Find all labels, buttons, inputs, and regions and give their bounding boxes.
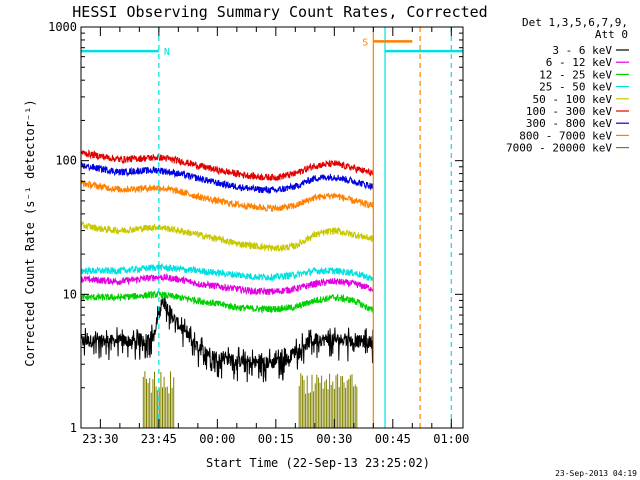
flag-label-S: S	[362, 37, 368, 48]
x-tick-label-0015: 00:15	[258, 432, 294, 446]
x-tick-label-0100: 01:00	[433, 432, 469, 446]
y-axis-label: Corrected Count Rate (s⁻¹ detector⁻¹)	[23, 99, 37, 366]
y-tick-label-10: 10	[63, 287, 77, 301]
legend-label-6: 300 - 800 keV	[526, 117, 612, 130]
series-300-800	[80, 161, 374, 195]
series-6-12	[80, 272, 374, 297]
series-100-300	[80, 148, 374, 182]
y-tick-label-1000: 1000	[48, 20, 77, 34]
series-50-100	[80, 221, 374, 252]
x-tick-label-0030: 00:30	[316, 432, 352, 446]
x-tick-label-2330: 23:30	[82, 432, 118, 446]
chart-title: HESSI Observing Summary Count Rates, Cor…	[72, 3, 487, 21]
timestamp: 23-Sep-2013 04:19	[555, 469, 637, 478]
legend-label-0: 3 - 6 keV	[552, 44, 612, 57]
x-tick-label-0000: 00:00	[199, 432, 235, 446]
plot-frame	[80, 26, 464, 429]
legend-label-8: 7000 - 20000 keV	[506, 142, 612, 155]
legend-label-5: 100 - 300 keV	[526, 105, 612, 118]
legend-label-4: 50 - 100 keV	[533, 93, 613, 106]
axes: 1 10 100 1000 23:30 23:45 00:00 00:15 00:30 00:45…	[48, 20, 469, 446]
flag-label-N: N	[164, 47, 170, 58]
series-800-7000	[80, 179, 374, 213]
legend-header-det: Det 1,3,5,6,7,9,	[522, 16, 628, 29]
legend-label-2: 12 - 25 keV	[539, 68, 612, 81]
legend-label-1: 6 - 12 keV	[546, 56, 613, 69]
series-7000-20000-segment-1	[298, 373, 358, 428]
x-tick-label-2345: 23:45	[141, 432, 177, 446]
series-7000-20000-segment-0	[142, 371, 175, 428]
y-tick-label-1: 1	[70, 421, 77, 435]
series-3-6	[80, 294, 374, 383]
x-axis-label: Start Time (22-Sep-13 23:25:02)	[206, 456, 430, 470]
x-tick-label-0045: 00:45	[375, 432, 411, 446]
series-25-50	[80, 262, 374, 282]
plot-area: NS	[80, 27, 463, 428]
y-tick-label-100: 100	[55, 154, 77, 168]
legend-label-7: 800 - 7000 keV	[519, 129, 612, 142]
series-12-25	[80, 290, 374, 314]
legend-header-att: Att 0	[595, 28, 628, 41]
legend-label-3: 25 - 50 keV	[539, 81, 612, 94]
